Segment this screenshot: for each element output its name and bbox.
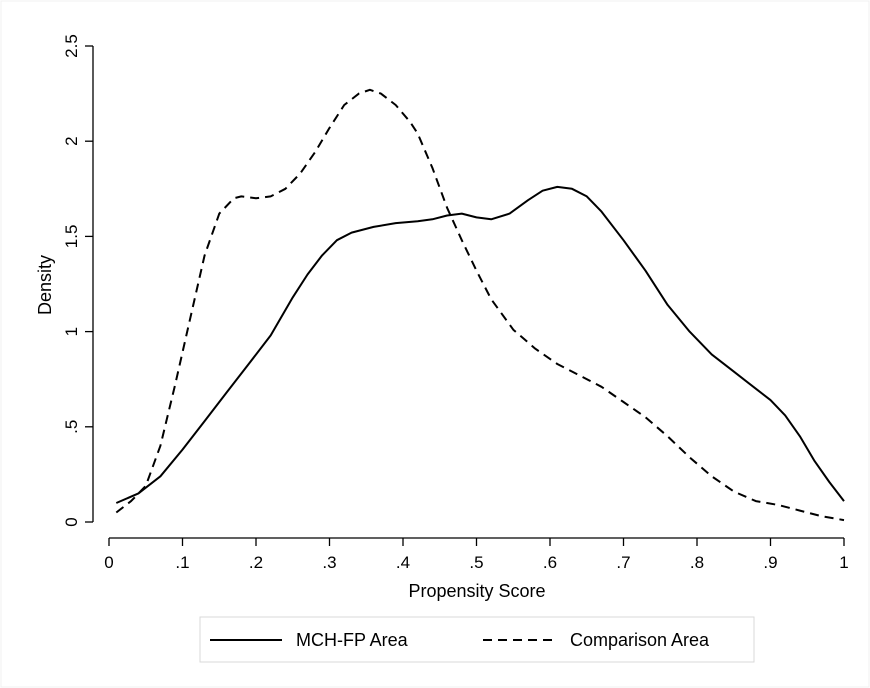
x-tick-label: .9 <box>763 553 777 572</box>
axes: 0 .1 .2 .3 .4 .5 .6 .7 .8 .9 1 0 .5 1 1.5 2 2.5 <box>62 34 849 572</box>
series-line-mch-fp <box>115 185 845 504</box>
series-layer <box>115 88 845 522</box>
y-tick-label: 1.5 <box>62 225 81 249</box>
y-tick-label: 2.5 <box>62 34 81 58</box>
legend: MCH-FP Area Comparison Area <box>199 616 755 663</box>
x-tick-label: 1 <box>839 553 848 572</box>
x-tick-label: .6 <box>543 553 557 572</box>
y-tick-label: .5 <box>62 420 81 434</box>
y-tick-label: 0 <box>62 517 81 526</box>
x-tick-label: .7 <box>616 553 630 572</box>
series-line-comparison <box>115 88 845 522</box>
x-tick-label: .1 <box>175 553 189 572</box>
x-tick-label: .2 <box>249 553 263 572</box>
x-tick-label: .8 <box>690 553 704 572</box>
legend-box <box>199 616 755 663</box>
x-axis-title: Propensity Score <box>408 581 545 601</box>
y-tick-label: 1 <box>62 327 81 336</box>
x-tick-label: 0 <box>104 553 113 572</box>
y-tick-label: 2 <box>62 136 81 145</box>
y-axis-title: Density <box>35 255 55 315</box>
x-tick-label: .4 <box>396 553 410 572</box>
x-tick-label: .5 <box>469 553 483 572</box>
legend-label-comparison: Comparison Area <box>570 630 710 650</box>
x-tick-label: .3 <box>322 553 336 572</box>
legend-label-mch-fp: MCH-FP Area <box>296 630 409 650</box>
